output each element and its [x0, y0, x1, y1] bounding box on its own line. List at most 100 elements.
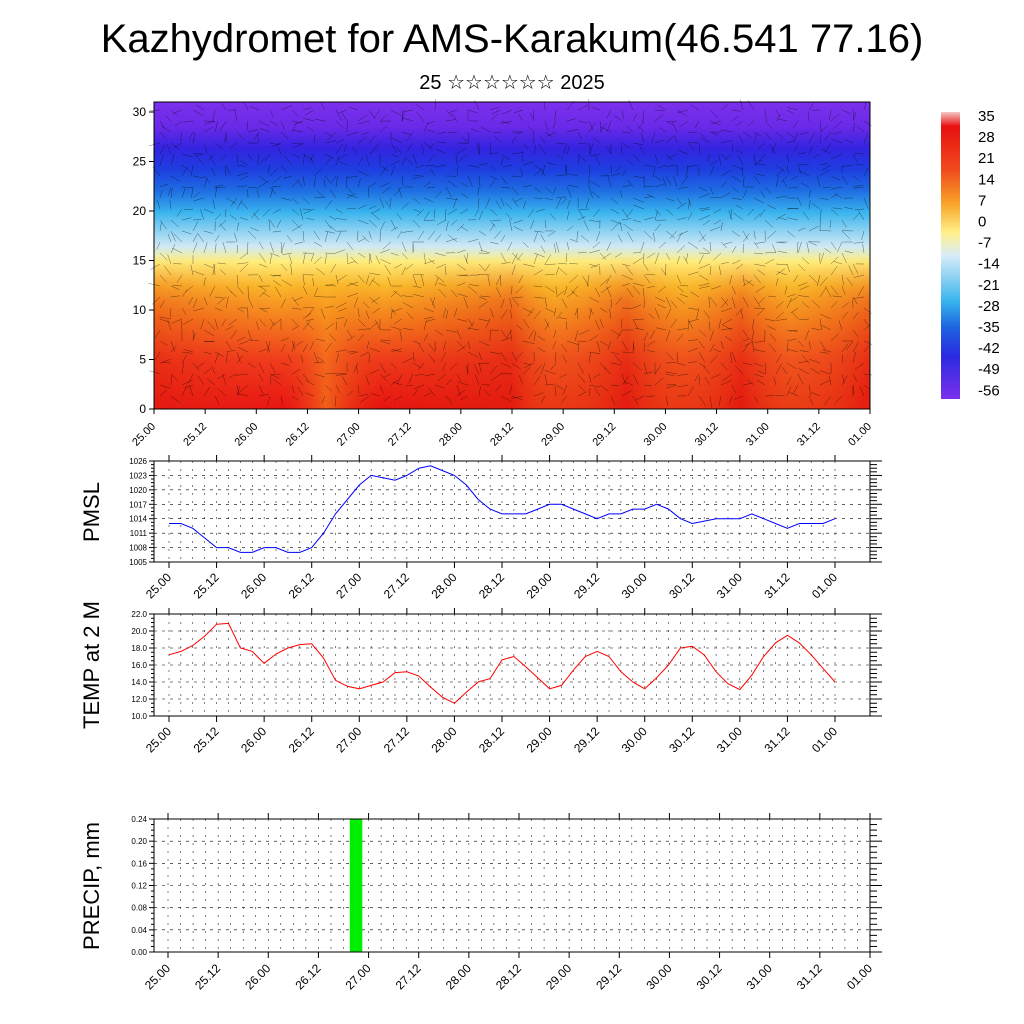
wind-barb	[489, 175, 499, 181]
wind-barb	[654, 377, 664, 386]
wind-barbs	[148, 99, 873, 408]
wind-barb	[773, 376, 777, 386]
wind-barb	[362, 235, 370, 243]
wind-barb	[555, 384, 564, 391]
wind-barb	[460, 208, 469, 214]
wind-barb	[170, 188, 173, 199]
wind-barb	[478, 163, 488, 166]
wind-barb	[489, 152, 499, 155]
wind-barb	[343, 142, 348, 153]
wind-barb	[335, 317, 345, 320]
wind-barb	[544, 383, 556, 386]
wind-barb	[595, 155, 601, 166]
wind-barb	[676, 334, 684, 342]
wind-barb	[185, 384, 194, 389]
wind-barb	[687, 339, 699, 342]
wind-barb	[172, 109, 183, 114]
pmsl-frame	[153, 460, 871, 563]
wind-barb	[544, 254, 552, 265]
wind-barb	[610, 384, 620, 387]
wind-barb	[458, 153, 469, 162]
wind-barb	[484, 197, 491, 209]
wind-barb	[742, 189, 747, 199]
wind-barb	[687, 321, 690, 331]
wind-barb	[764, 259, 775, 265]
wind-barb	[510, 330, 513, 342]
wind-barb	[346, 207, 357, 210]
wind-barb	[197, 233, 205, 243]
heatmap-y-tick-label: 25	[133, 155, 147, 169]
wind-barb	[852, 351, 856, 364]
wind-barb	[379, 166, 388, 177]
wind-barb	[357, 252, 366, 258]
wind-barb	[552, 120, 557, 129]
wind-barb	[271, 186, 282, 188]
wind-barb	[808, 189, 811, 199]
wind-barb	[327, 131, 337, 141]
wind-barb	[855, 163, 865, 166]
wind-barb	[660, 268, 667, 276]
wind-barb	[665, 308, 672, 320]
wind-barb	[516, 252, 524, 261]
wind-barb	[416, 208, 425, 217]
wind-barb	[247, 329, 252, 341]
wind-barb	[392, 138, 403, 144]
wind-barb	[786, 386, 792, 397]
wind-barb	[728, 395, 733, 405]
wind-barb	[687, 347, 699, 353]
wind-barb	[694, 120, 700, 129]
wind-barb	[236, 336, 246, 342]
wind-barb	[412, 389, 418, 397]
wind-barb	[544, 131, 553, 138]
wind-barb	[844, 139, 854, 144]
wind-barb	[500, 329, 508, 340]
wind-barb	[166, 144, 172, 155]
wind-barb	[192, 333, 196, 342]
wind-barb	[445, 119, 457, 122]
wind-barb	[610, 222, 620, 232]
wind-barb	[335, 373, 348, 376]
wind-barb	[786, 140, 795, 144]
x-tick-label: 29.00	[524, 724, 555, 755]
wind-barb	[680, 175, 689, 186]
wind-barb	[414, 373, 425, 376]
wind-barb	[346, 329, 353, 338]
wind-barb	[500, 197, 505, 207]
wind-barb	[623, 223, 634, 232]
wind-barb	[709, 131, 719, 136]
wind-barb	[247, 153, 254, 162]
wind-barb	[203, 242, 208, 254]
wind-barb	[818, 252, 821, 262]
wind-barb	[742, 274, 745, 286]
wind-barb	[357, 307, 360, 318]
wind-barb	[500, 395, 512, 402]
wind-barb	[149, 109, 161, 111]
wind-barb	[698, 215, 710, 221]
wind-barb	[709, 165, 715, 177]
wind-barb	[280, 197, 292, 201]
wind-barb	[786, 164, 789, 175]
colorbar-label: -21	[978, 277, 1000, 294]
wind-barb	[527, 307, 535, 317]
wind-barb	[665, 330, 671, 342]
x-tick-label: 25.12	[191, 724, 222, 755]
wind-barb	[294, 120, 304, 125]
wind-barb	[621, 375, 630, 386]
wind-barb	[257, 153, 260, 164]
wind-barb	[824, 248, 832, 254]
wind-barb	[841, 311, 849, 320]
wind-barb	[489, 365, 498, 375]
wind-barb	[775, 131, 784, 139]
wind-barb	[600, 126, 612, 133]
wind-barb	[742, 176, 745, 188]
wind-barb	[753, 395, 759, 404]
y-tick-label: 0.08	[131, 904, 147, 913]
wind-barb	[643, 287, 645, 298]
wind-barb	[797, 197, 802, 207]
wind-barb	[610, 362, 622, 366]
wind-barb	[192, 219, 202, 221]
wind-barb	[549, 213, 557, 221]
wind-barb	[587, 274, 590, 287]
wind-barb	[346, 175, 359, 178]
wind-barb	[280, 362, 290, 366]
